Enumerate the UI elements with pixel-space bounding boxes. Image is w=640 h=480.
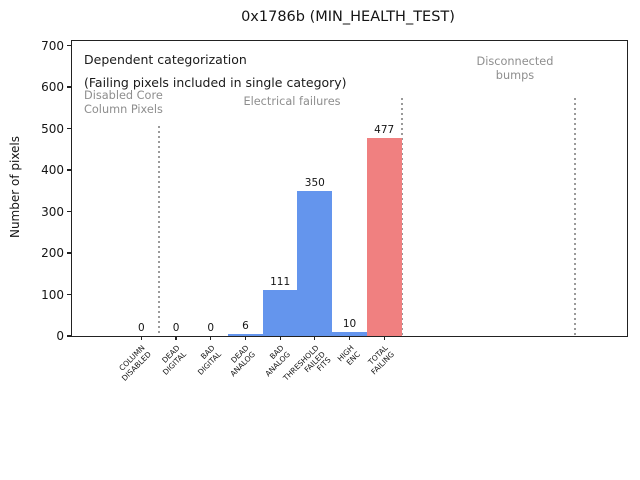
bar-high-enc xyxy=(332,331,367,336)
y-tick-label: 300 xyxy=(41,204,64,219)
x-tick xyxy=(140,336,142,340)
bar-value-label: 0 xyxy=(172,322,180,334)
bar-threshold-failed-fits xyxy=(297,190,333,336)
x-tick xyxy=(244,336,247,340)
y-tick-label: 700 xyxy=(41,38,64,53)
plot-area: 0 100 200 300 400 500 600 700 0 COLUMN DISABLED 0 DE… xyxy=(41,39,628,383)
category-separator-line xyxy=(157,126,160,336)
y-tick-label: 0 xyxy=(56,329,64,343)
x-tick xyxy=(175,336,177,340)
y-tick xyxy=(67,252,72,254)
annotation-line: Electrical failures xyxy=(243,95,341,108)
bar-value-label: 477 xyxy=(374,124,395,137)
y-tick xyxy=(67,169,72,171)
annotation-line: Disabled Core xyxy=(84,89,163,102)
x-tick xyxy=(279,336,281,340)
bar-dead-analog xyxy=(228,333,263,336)
y-tick-label: 400 xyxy=(41,163,64,178)
x-tick xyxy=(348,336,351,340)
bar-value-label: 0 xyxy=(138,322,145,334)
bar-value-label: 10 xyxy=(342,317,357,330)
bar-value-label: 0 xyxy=(207,322,215,334)
y-axis-label: Number of pixels xyxy=(8,135,22,239)
category-separator-line xyxy=(573,98,576,336)
y-tick xyxy=(67,293,72,296)
category-separator-line xyxy=(400,98,403,336)
disconnected-bumps-label: Disconnected bumps xyxy=(477,55,554,82)
annotation-line: bumps xyxy=(495,68,535,82)
chart-title: 0x1786b (MIN_HEALTH_TEST) xyxy=(241,9,455,25)
y-tick xyxy=(67,86,72,88)
disabled-core-column-pixels-label: Disabled Core Column Pixels xyxy=(84,89,163,116)
dependent-categorization-note: Dependent categorization (Failing pixels … xyxy=(84,48,347,94)
x-tick xyxy=(210,336,212,340)
electrical-failures-label: Electrical failures xyxy=(243,95,340,109)
y-tick-label: 100 xyxy=(41,287,64,302)
y-tick xyxy=(67,127,72,130)
y-tick-label: 500 xyxy=(41,121,64,136)
annotation-line: Column Pixels xyxy=(84,102,163,116)
x-tick xyxy=(383,336,385,340)
bar-value-label: 6 xyxy=(242,319,249,332)
bar-bad-analog xyxy=(262,289,298,336)
y-tick-label: 600 xyxy=(41,80,64,95)
bar-total-failing xyxy=(366,138,402,336)
bar-value-label: 350 xyxy=(304,176,325,189)
annotation-line: Dependent categorization xyxy=(84,52,247,67)
bar-value-label: 111 xyxy=(270,275,291,288)
y-tick-label: 200 xyxy=(41,246,64,261)
y-tick xyxy=(67,44,72,47)
annotation-line: (Failing pixels included in single categ… xyxy=(84,75,347,90)
y-tick xyxy=(67,210,72,213)
y-tick xyxy=(67,335,72,337)
annotation-line: Disconnected xyxy=(476,55,554,68)
x-tick xyxy=(314,336,316,340)
